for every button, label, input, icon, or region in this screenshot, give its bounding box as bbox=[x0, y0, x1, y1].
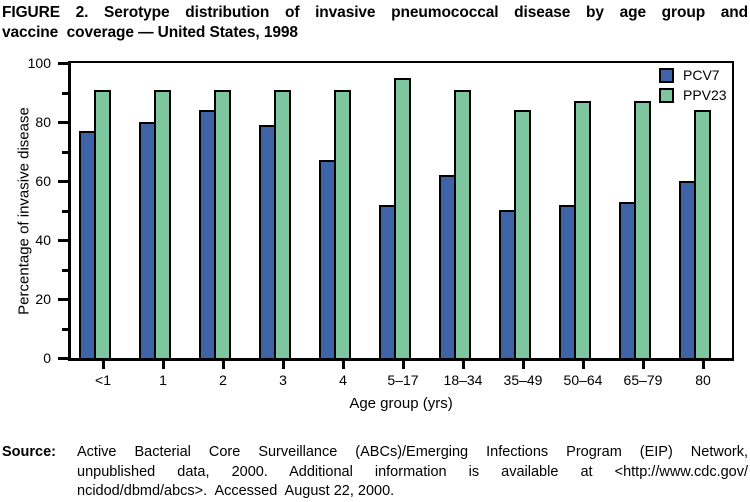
bar-ppv23 bbox=[214, 90, 231, 358]
bar-ppv23 bbox=[694, 110, 711, 358]
ppv23-swatch-icon bbox=[659, 88, 674, 103]
x-axis-tick bbox=[402, 361, 405, 369]
x-axis-tick bbox=[342, 361, 345, 369]
x-axis-tick-label: 1 bbox=[159, 372, 167, 388]
legend-label: PPV23 bbox=[683, 87, 727, 103]
source-label: Source: bbox=[2, 444, 56, 460]
x-axis-tick-label: 18–34 bbox=[443, 372, 483, 388]
y-axis-minor-tick bbox=[62, 150, 68, 154]
y-axis-minor-tick bbox=[62, 268, 68, 272]
y-axis-major-tick bbox=[58, 357, 68, 360]
x-axis-tick bbox=[282, 361, 285, 369]
y-axis-minor-tick bbox=[62, 91, 68, 95]
y-axis-tick-label: 20 bbox=[35, 290, 51, 307]
bar-ppv23 bbox=[154, 90, 171, 358]
x-axis-tick bbox=[222, 361, 225, 369]
pcv7-swatch-icon bbox=[659, 68, 674, 83]
x-axis-tick bbox=[462, 361, 465, 369]
y-axis-major-tick bbox=[58, 239, 68, 242]
x-axis-tick-label: 2 bbox=[219, 372, 227, 388]
x-axis-tick-label: 80 bbox=[695, 372, 711, 388]
y-axis-major-tick bbox=[58, 180, 68, 183]
bar-ppv23 bbox=[394, 78, 411, 358]
y-axis-title: Percentage of invasive disease bbox=[15, 107, 33, 315]
x-axis-tick-label: <1 bbox=[95, 372, 111, 388]
x-axis-tick bbox=[522, 361, 525, 369]
y-axis-tick-label: 60 bbox=[35, 172, 51, 189]
y-axis-minor-tick bbox=[62, 327, 68, 331]
y-axis-major-tick bbox=[58, 62, 68, 65]
source-text-line: ncidod/dbmd/abcs>. Accessed August 22, 2… bbox=[77, 483, 395, 499]
figure-title-line2: vaccine coverage — United States, 1998 bbox=[2, 23, 298, 41]
source-text-line: unpublished data, 2000. Additional infor… bbox=[77, 463, 748, 480]
bar-ppv23 bbox=[574, 101, 591, 358]
legend: PCV7 PPV23 bbox=[659, 68, 727, 108]
bar-ppv23 bbox=[94, 90, 111, 358]
y-axis-tick-label: 80 bbox=[35, 113, 51, 130]
x-axis-tick-label: 5–17 bbox=[387, 372, 419, 388]
x-axis-tick-label: 65–79 bbox=[623, 372, 663, 388]
x-axis-tick bbox=[582, 361, 585, 369]
legend-item-ppv23: PPV23 bbox=[659, 88, 727, 103]
bar-ppv23 bbox=[514, 110, 531, 358]
source-text-line: Active Bacterial Core Surveillance (ABCs… bbox=[77, 444, 748, 460]
x-axis-tick bbox=[642, 361, 645, 369]
source-text: Active Bacterial Core Surveillance (ABCs… bbox=[77, 443, 748, 502]
legend-item-pcv7: PCV7 bbox=[659, 68, 727, 83]
x-axis-tick-label: 50–64 bbox=[563, 372, 603, 388]
y-axis-tick-label: 40 bbox=[35, 231, 51, 248]
x-axis-title: Age group (yrs) bbox=[349, 395, 453, 412]
x-axis-tick-label: 3 bbox=[279, 372, 287, 388]
y-axis-tick-label: 0 bbox=[43, 349, 51, 366]
figure-title: FIGURE 2. Serotype distribution of invas… bbox=[2, 3, 748, 42]
figure-title-line1: FIGURE 2. Serotype distribution of invas… bbox=[2, 4, 748, 21]
y-axis-major-tick bbox=[58, 298, 68, 301]
y-axis-minor-tick bbox=[62, 209, 68, 213]
bar-ppv23 bbox=[634, 101, 651, 358]
chart-plot-area: 0 20 40 60 80 100 <1 1 2 3 4 5–17 18–34 35–49 50–64 65–… bbox=[28, 55, 734, 388]
x-axis-tick bbox=[702, 361, 705, 369]
bar-ppv23 bbox=[334, 90, 351, 358]
bar-ppv23 bbox=[454, 90, 471, 358]
x-axis-tick-label: 35–49 bbox=[503, 372, 543, 388]
legend-label: PCV7 bbox=[683, 67, 720, 83]
y-axis-tick-label: 100 bbox=[27, 54, 51, 71]
source-note: Source: Active Bacterial Core Surveillan… bbox=[0, 443, 748, 502]
x-axis-tick-label: 4 bbox=[339, 372, 347, 388]
x-axis-tick bbox=[162, 361, 165, 369]
y-axis-major-tick bbox=[58, 121, 68, 124]
x-axis-tick bbox=[102, 361, 105, 369]
bar-ppv23 bbox=[274, 90, 291, 358]
